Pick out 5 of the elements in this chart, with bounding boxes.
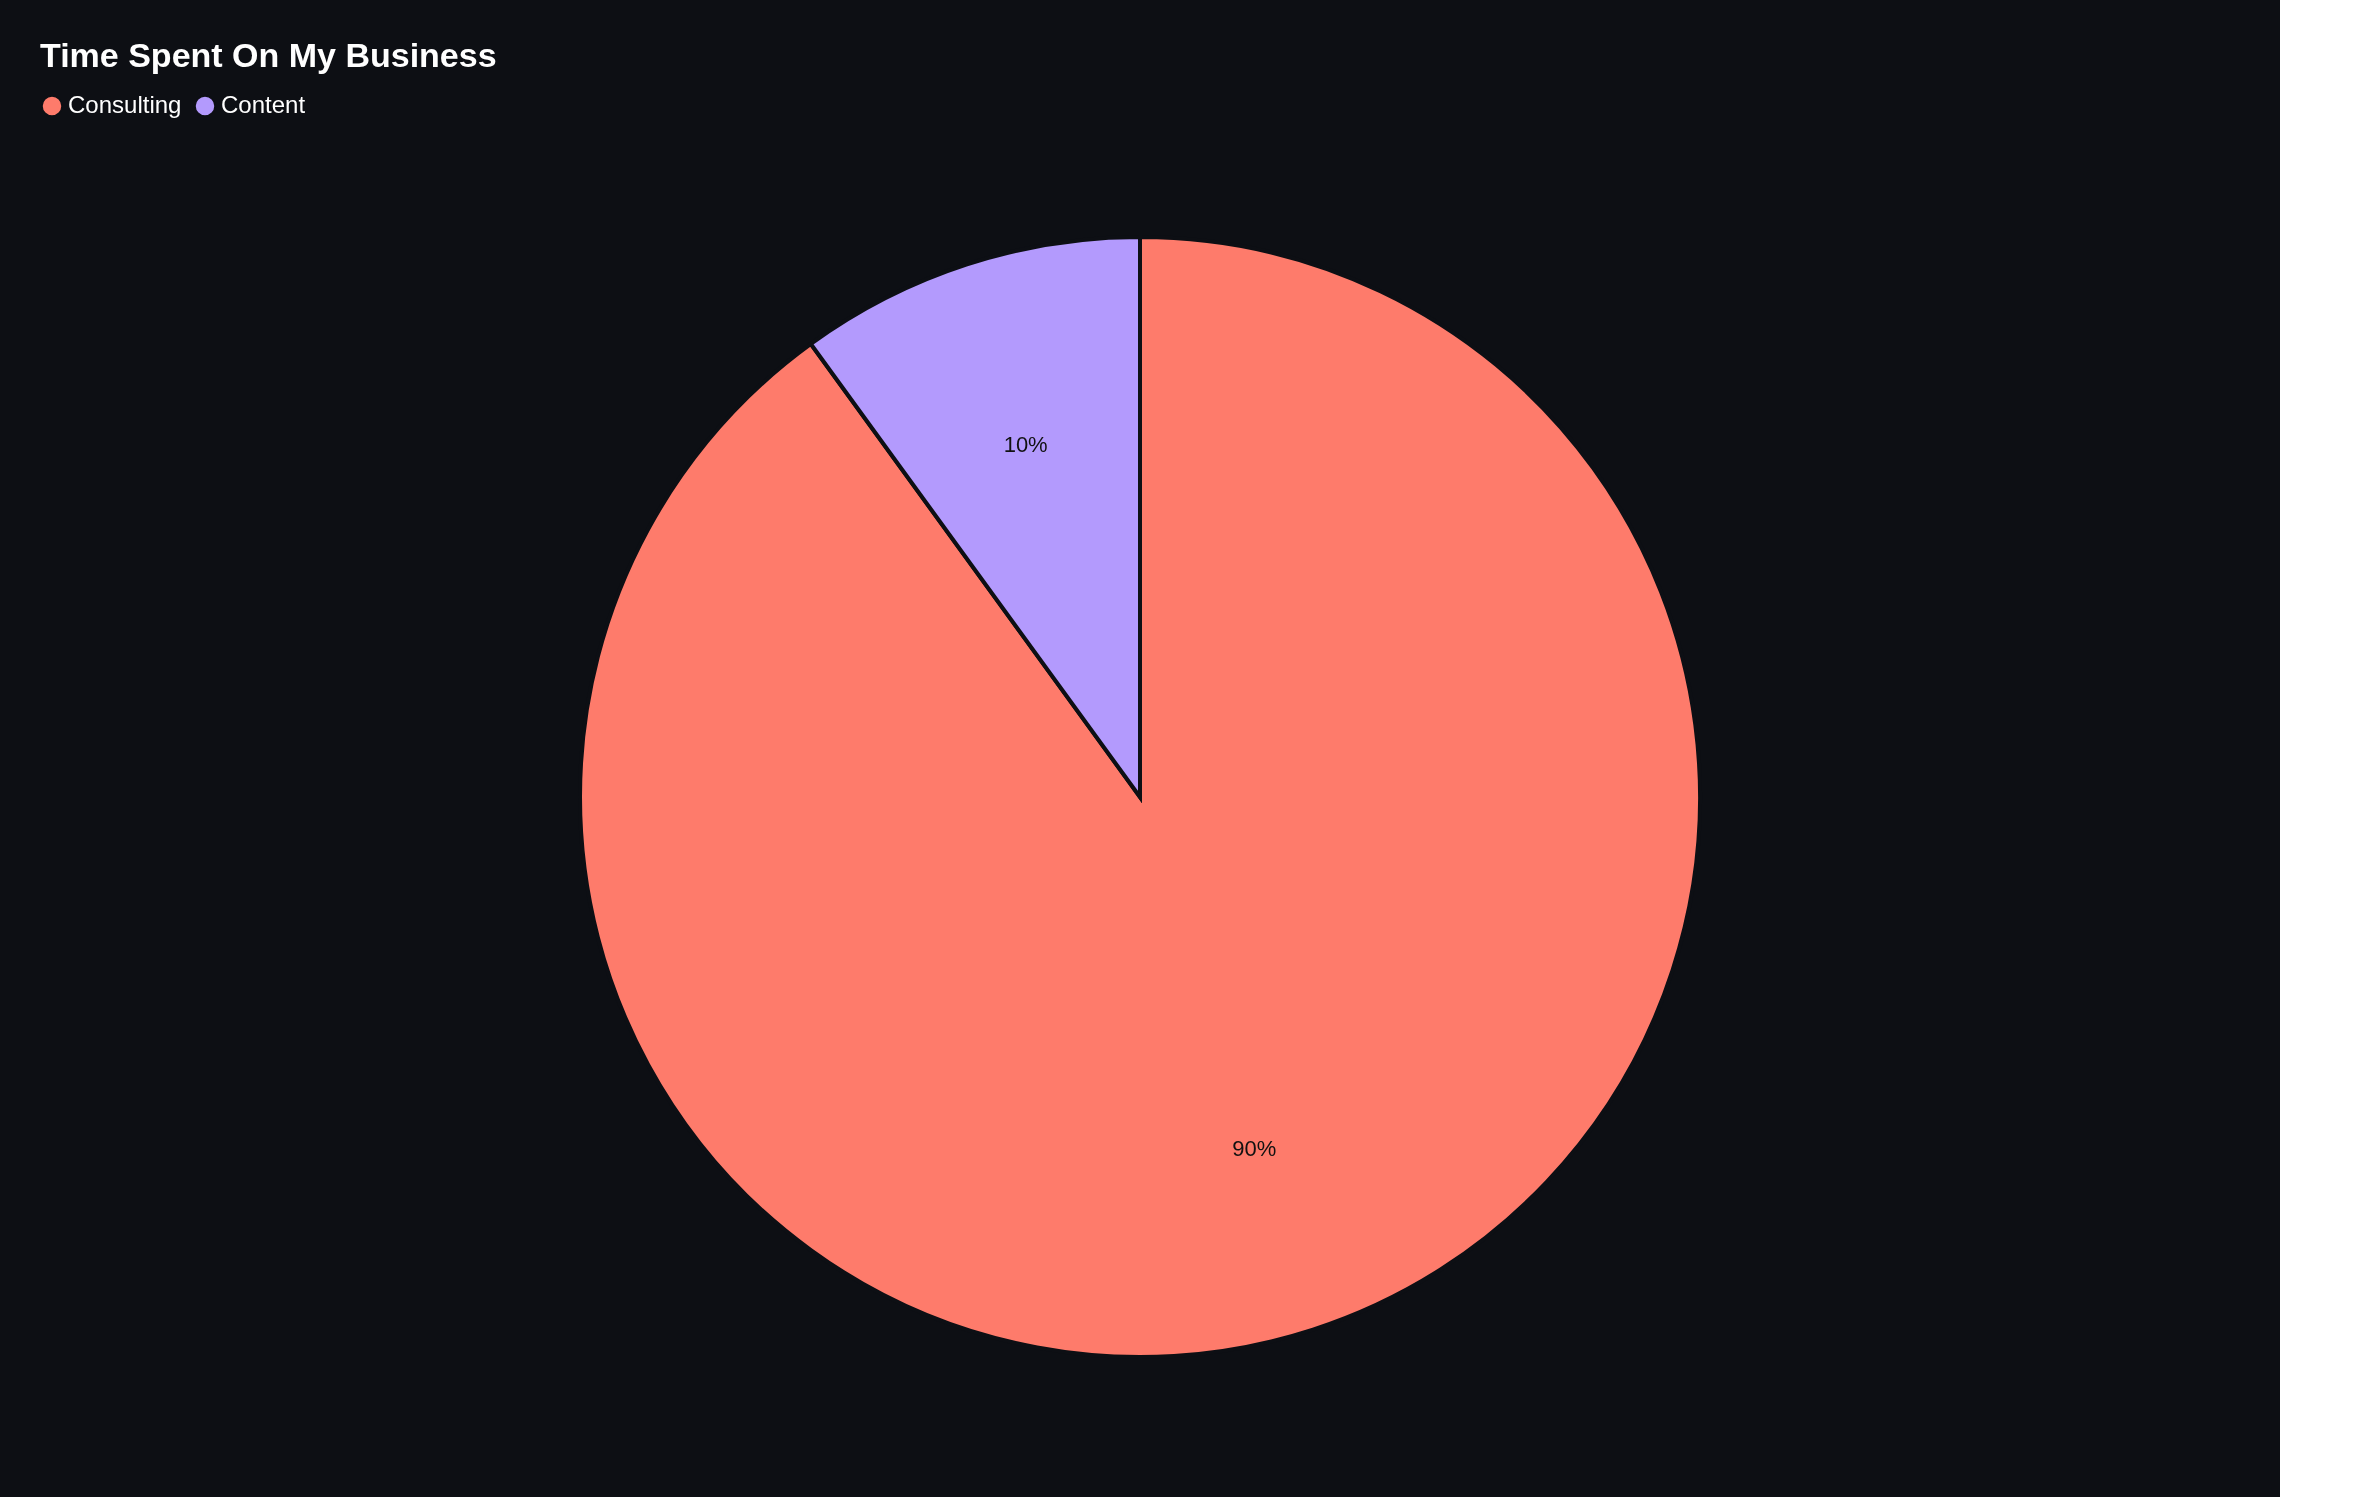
legend-label: Content: [221, 91, 306, 118]
data-label: 10%: [1003, 432, 1048, 458]
chart-title: Time Spent On My Business: [40, 36, 497, 74]
data-label: 90%: [1232, 1135, 1277, 1161]
legend-label: Consulting: [68, 91, 182, 118]
